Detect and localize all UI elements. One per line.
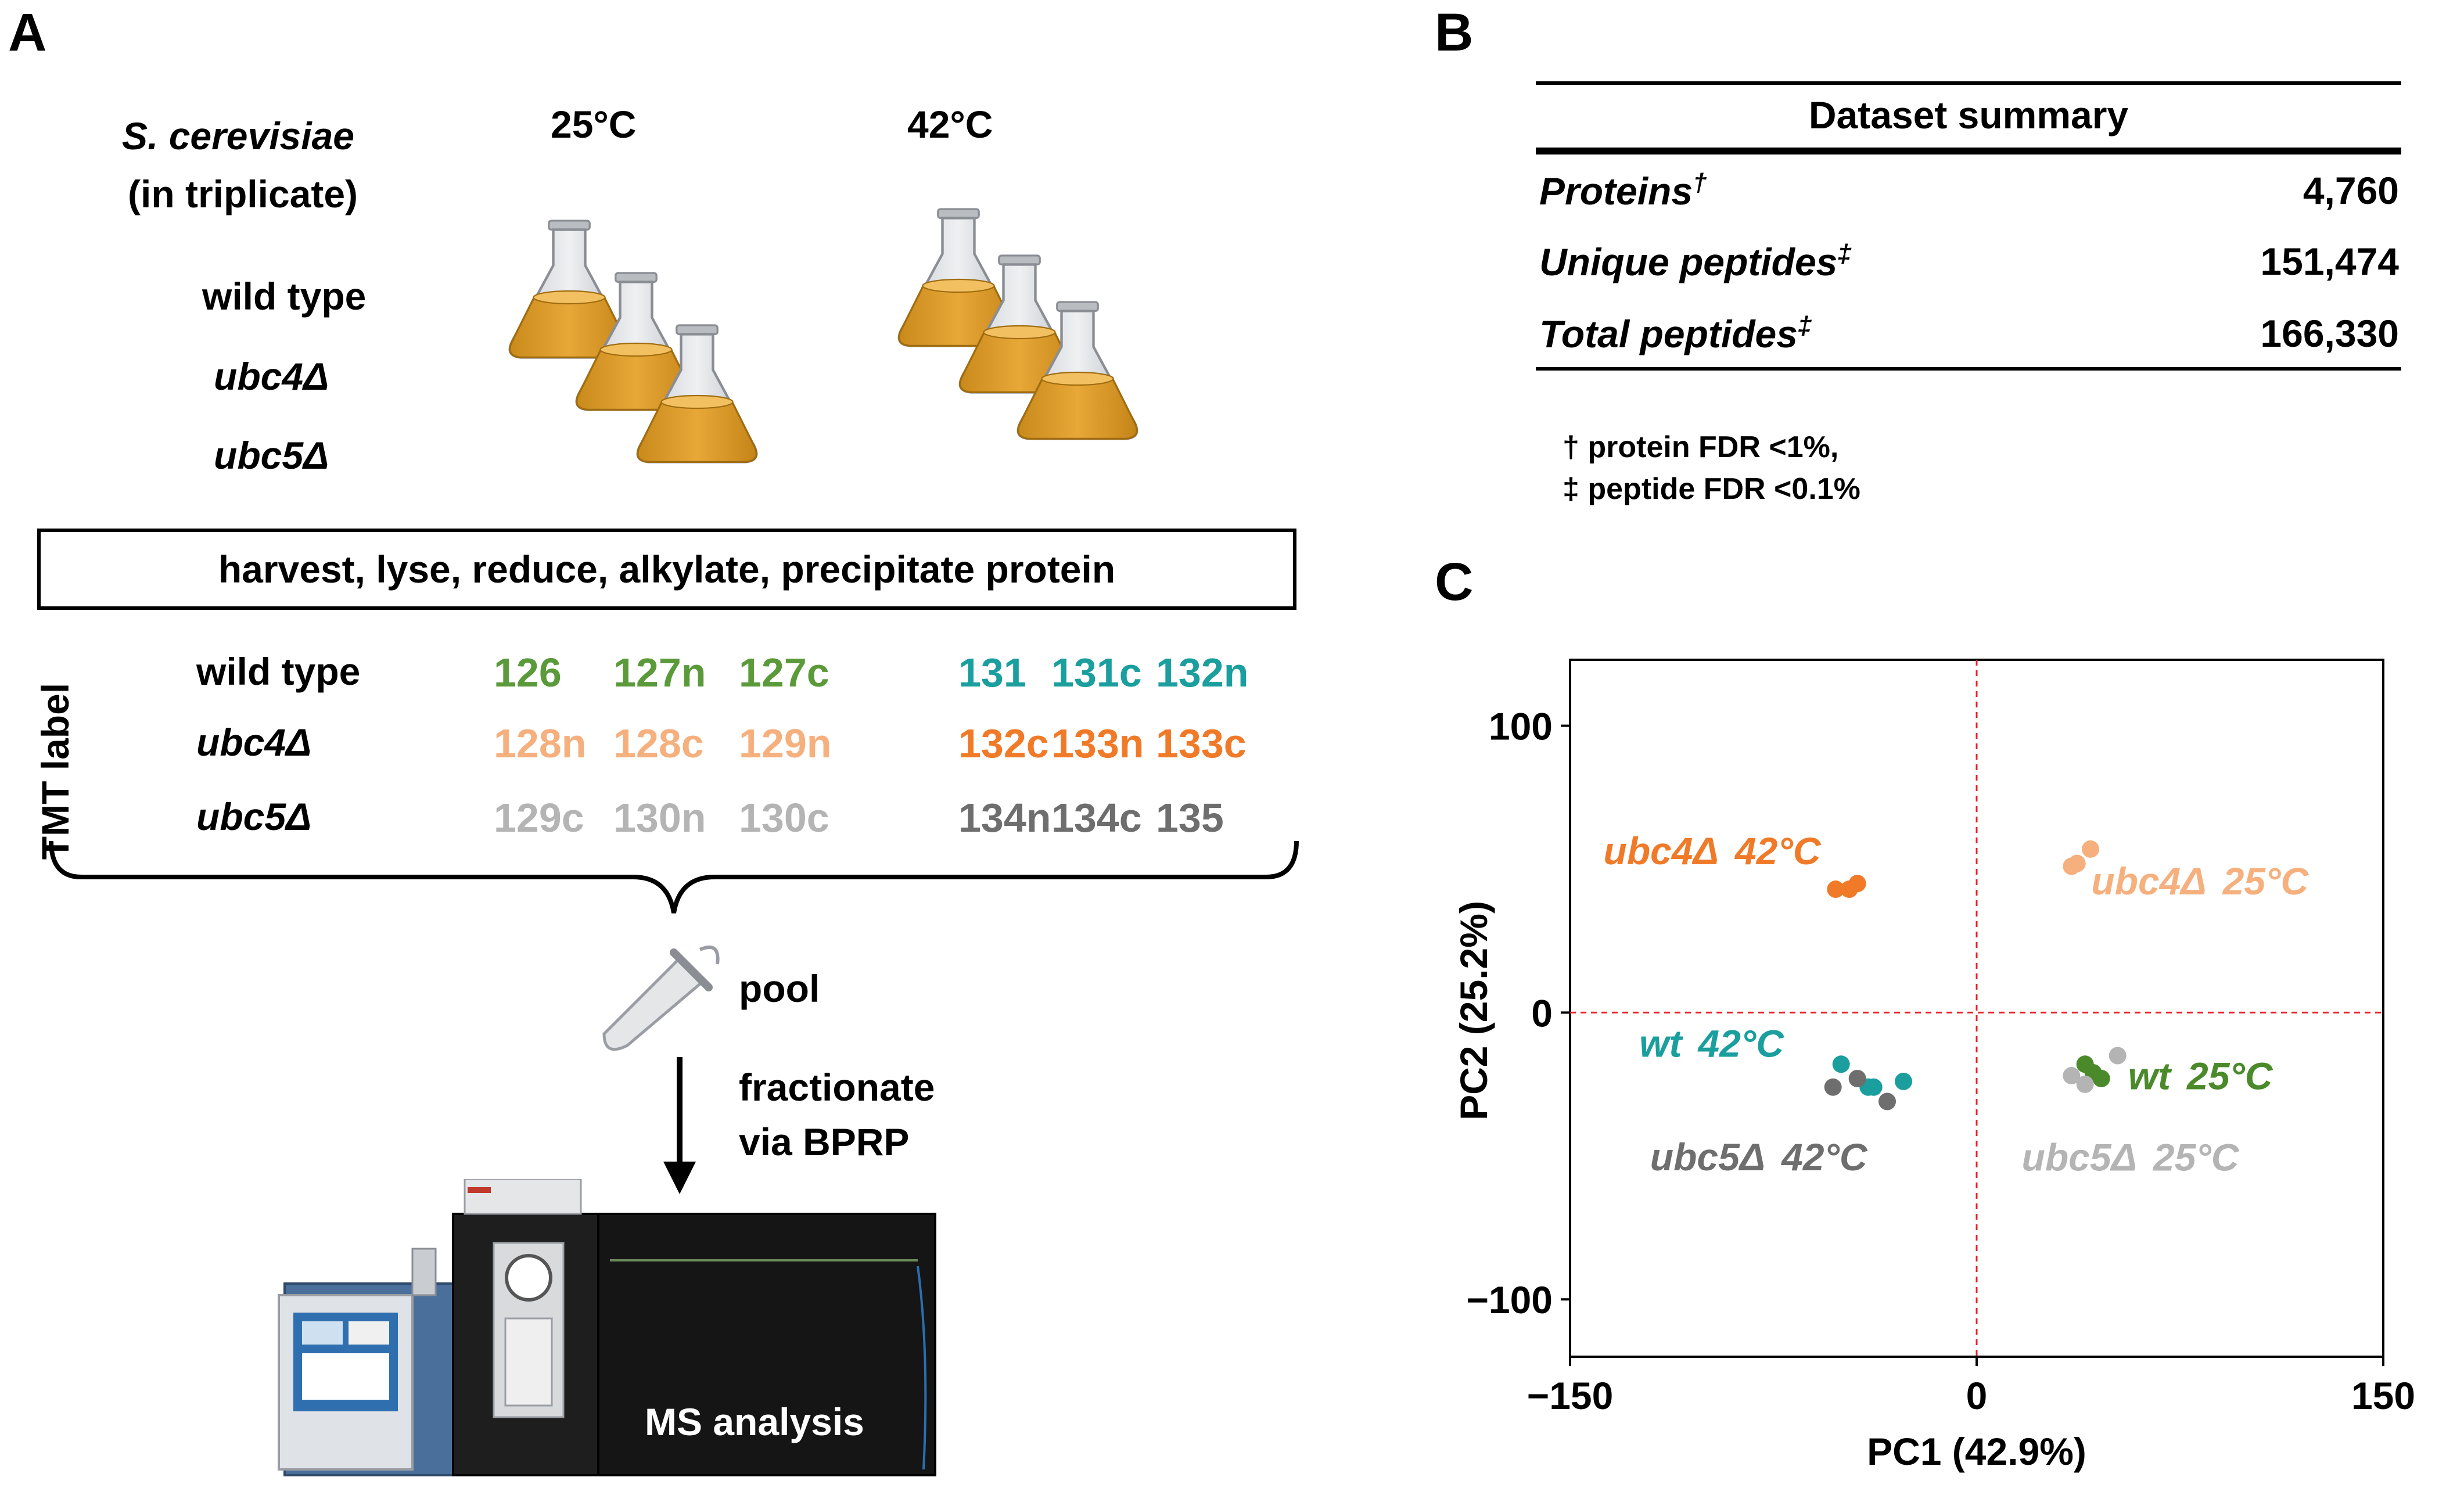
tmt-tag: 133n — [1051, 721, 1144, 766]
fractionate-label-1: fractionate — [739, 1066, 935, 1109]
summary-top-rule — [1536, 81, 2401, 85]
ms-analysis-label: MS analysis — [645, 1400, 864, 1443]
tmt-tag: 131 — [958, 650, 1026, 695]
harvest-step-box: harvest, lyse, reduce, alkylate, precipi… — [37, 529, 1296, 610]
flask-illustration-42 — [883, 197, 1231, 488]
scatter-point — [1878, 1092, 1896, 1110]
x-tick-label: 150 — [2351, 1374, 2415, 1417]
harvest-step-text: harvest, lyse, reduce, alkylate, precipi… — [218, 548, 1116, 591]
x-axis-label: PC1 (42.9%) — [1867, 1430, 2086, 1473]
pool-brace — [49, 840, 1299, 914]
tmt-tag: 130c — [739, 795, 829, 840]
tmt-row-ubc4-strain: ubc4Δ — [196, 721, 312, 764]
group-label-strain: wt — [1639, 1022, 1683, 1065]
tmt-tag: 134n — [958, 795, 1051, 840]
strain-label-ubc4: ubc4Δ — [214, 355, 329, 398]
group-label-strain: ubc5Δ — [1650, 1135, 1765, 1178]
replicates-label: (in triplicate) — [128, 172, 358, 215]
tmt-tag: 129n — [739, 721, 832, 766]
tmt-tag: 127c — [739, 650, 829, 695]
footnote-peptide-fdr: ‡ peptide FDR <0.1% — [1563, 472, 1860, 506]
fractionate-label-2: via BPRP — [739, 1120, 910, 1163]
group-label: wt 42°C — [1639, 1022, 1784, 1065]
y-tick-label: 100 — [1489, 705, 1553, 748]
tmt-tag: 134c — [1051, 795, 1142, 840]
scatter-point — [2063, 1067, 2081, 1085]
summary-row-total-label: Total peptides‡ — [1539, 311, 1812, 355]
x-tick-label: 0 — [1966, 1374, 1988, 1417]
tmt-tag: 127n — [613, 650, 706, 695]
panel-c-letter: C — [1435, 552, 1474, 612]
summary-header-rule — [1536, 148, 2401, 154]
group-label: wt 25°C — [2128, 1054, 2273, 1097]
summary-row-proteins-value: 4,760 — [2303, 169, 2399, 212]
scatter-point — [2109, 1047, 2127, 1065]
tube-icon — [602, 946, 720, 1051]
group-label-temp: 25°C — [2186, 1054, 2273, 1097]
ms-instrument-illustration — [278, 1179, 936, 1476]
scatter-point — [2076, 1075, 2094, 1093]
scatter-point — [1827, 880, 1845, 898]
panel-a-letter: A — [8, 3, 47, 62]
x-tick-label: −150 — [1527, 1374, 1614, 1417]
group-label-temp: 42°C — [1780, 1135, 1868, 1178]
group-label-temp: 42°C — [1697, 1022, 1784, 1065]
tmt-tag: 130n — [613, 795, 706, 840]
scatter-point — [2092, 1069, 2110, 1087]
summary-row-unique-label: Unique peptides‡ — [1539, 239, 1852, 283]
group-label: ubc5Δ 25°C — [2022, 1135, 2240, 1178]
tmt-tag: 129c — [494, 795, 584, 840]
tmt-tag: 132c — [958, 721, 1049, 766]
panel-b-letter: B — [1435, 3, 1474, 62]
scatter-point — [1848, 875, 1866, 893]
tmt-tag: 128c — [613, 721, 704, 766]
scatter-point — [1865, 1078, 1883, 1096]
scatter-point — [1824, 1078, 1842, 1096]
footnote-protein-fdr: † protein FDR <1%, — [1563, 430, 1839, 464]
scatter-point — [1895, 1072, 1912, 1090]
tmt-tag: 132n — [1156, 650, 1249, 695]
organism-label: S. cerevisiae — [122, 114, 354, 157]
group-label-strain: ubc4Δ — [1604, 829, 1719, 872]
summary-row-total-value: 166,330 — [2260, 312, 2399, 355]
scatter-point — [1848, 1069, 1866, 1087]
strain-label-ubc5: ubc5Δ — [214, 434, 329, 477]
tmt-tag: 133c — [1156, 721, 1247, 766]
summary-row-proteins-label: Proteins† — [1539, 168, 1707, 213]
summary-row-unique-value: 151,474 — [2260, 240, 2399, 283]
tmt-tag: 131c — [1051, 650, 1142, 695]
tmt-row-wt-strain: wild type — [196, 650, 361, 693]
y-axis-label: PC2 (25.2%) — [1452, 901, 1495, 1120]
group-label: ubc4Δ 25°C — [2091, 860, 2309, 903]
temp-42-label: 42°C — [907, 103, 993, 146]
tmt-tag: 135 — [1156, 795, 1224, 840]
tmt-tag: 126 — [494, 650, 562, 695]
pool-label: pool — [739, 967, 820, 1010]
group-label: ubc5Δ 42°C — [1650, 1135, 1868, 1178]
scatter-point — [2068, 854, 2086, 872]
tmt-row-ubc5-strain: ubc5Δ — [196, 795, 312, 838]
group-label-temp: 25°C — [2222, 860, 2309, 903]
pca-scatter-plot: −150 0 150 100 0 −100 ubc4Δ 42°C ubc4Δ 25°C wt 42°… — [1452, 659, 2415, 1473]
group-label-strain: ubc4Δ — [2091, 860, 2206, 903]
group-label-strain: wt — [2128, 1054, 2172, 1097]
group-label-temp: 42°C — [1734, 829, 1822, 872]
temp-25-label: 25°C — [551, 103, 637, 146]
strain-label-wt: wild type — [202, 275, 367, 318]
summary-title: Dataset summary — [1808, 94, 2129, 136]
tmt-tag: 128n — [494, 721, 587, 766]
down-arrow-icon — [663, 1057, 696, 1194]
scatter-point — [1832, 1055, 1850, 1073]
group-label-temp: 25°C — [2152, 1135, 2240, 1178]
group-label: ubc4Δ 42°C — [1604, 829, 1822, 872]
y-tick-label: −100 — [1466, 1278, 1553, 1321]
group-label-strain: ubc5Δ — [2022, 1135, 2137, 1178]
summary-bottom-rule — [1536, 367, 2401, 371]
scatter-point — [2082, 840, 2099, 858]
y-tick-label: 0 — [1531, 991, 1553, 1034]
